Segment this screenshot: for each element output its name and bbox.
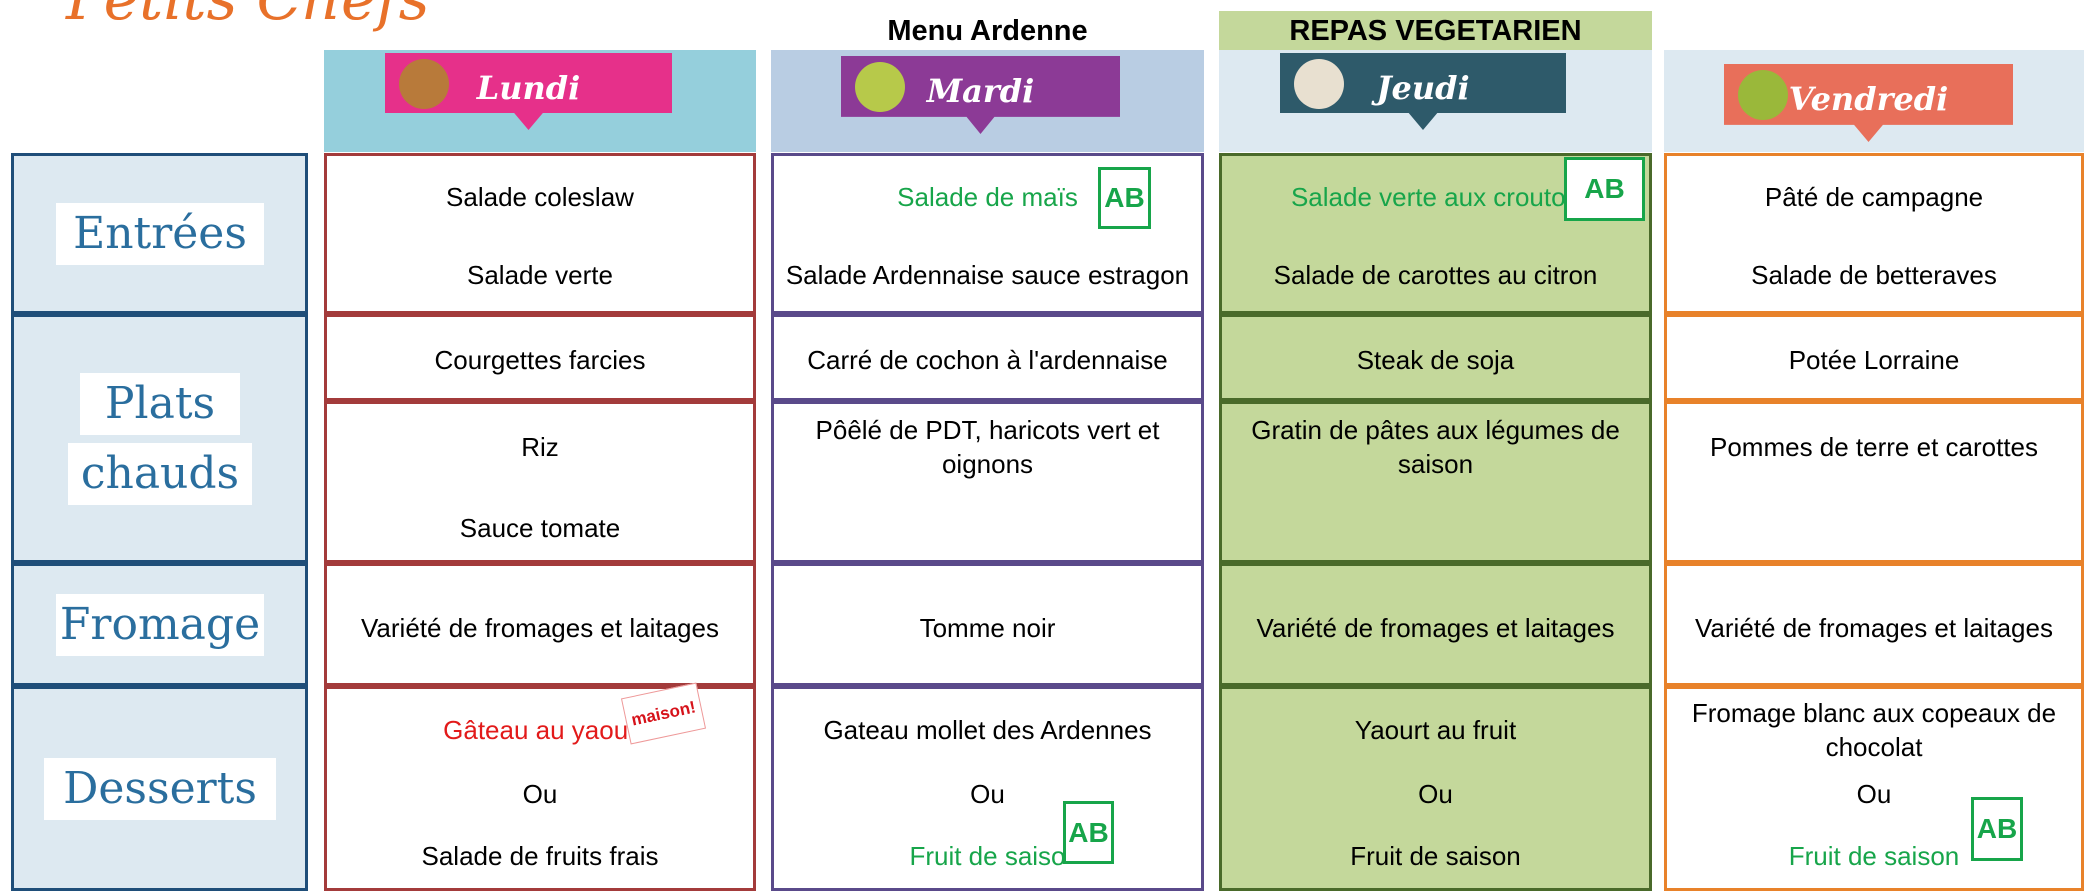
column-body: [1219, 153, 1652, 891]
menu-cell: Potée Lorraine: [1664, 314, 2084, 401]
menu-item: Gâteau au yaour: [443, 715, 637, 745]
menu-cell: Tomme noir: [771, 563, 1204, 686]
column-body: [1664, 153, 2084, 891]
menu-item: Salade Ardennaise sauce estragon: [785, 260, 1190, 290]
bio-logo: AB: [1971, 797, 2023, 861]
menu-cell: Riz Sauce tomate: [324, 401, 756, 563]
menu-item: Salade de maïs: [897, 182, 1078, 212]
menu-item: Courgettes farcies: [434, 345, 646, 375]
mascot: [399, 59, 449, 109]
menu-cell: Carré de cochon à l'ardennaise: [771, 314, 1204, 401]
section-label-cell: [11, 314, 308, 563]
menu-item: Fromage blanc aux copeaux de chocolat: [1691, 698, 2057, 762]
menu-item: Salade verte aux crouton: [1290, 182, 1581, 212]
mascot: [1738, 70, 1788, 120]
menu-item: Potée Lorraine: [1788, 345, 1960, 375]
section-label: Plats: [80, 372, 240, 435]
menu-item: Steak de soja: [1356, 345, 1515, 375]
menu-item: Ou: [1418, 779, 1453, 809]
menu-cell: Pôêlé de PDT, haricots vert et oignons: [771, 401, 1204, 563]
menu-cell: Gateau mollet des Ardennes Ou Fruit de sai…: [771, 686, 1204, 891]
bio-logo: AB: [1063, 801, 1114, 864]
menu-item: Pôêlé de PDT, haricots vert et oignons: [815, 415, 1160, 479]
section-label: Entrées: [56, 202, 264, 265]
menu-cell: Salade verte aux crouton Salade de carott…: [1219, 153, 1652, 314]
menu-cell: Salade de maïs Salade Ardennaise sauce es…: [771, 153, 1204, 314]
menu-note: Menu Ardenne: [887, 15, 1088, 47]
menu-cell: Variété de fromages et laitages: [1219, 563, 1652, 686]
section-label: Fromage: [56, 593, 264, 656]
menu-item: Tomme noir: [919, 613, 1056, 643]
menu-item: Salade coleslaw: [446, 182, 634, 212]
brand-title: Petits Chefs: [66, 0, 430, 34]
menu-item: Variété de fromages et laitages: [1256, 613, 1615, 643]
menu-cell: Gâteau au yaour Ou Salade de fruits frais: [324, 686, 756, 891]
section-label: chauds: [68, 442, 252, 505]
menu-item: Pâté de campagne: [1764, 182, 1984, 212]
menu-cell: Steak de soja: [1219, 314, 1652, 401]
mascot: [1294, 59, 1344, 109]
menu-item: Ou: [970, 779, 1005, 809]
menu-item: Fruit de saison: [1788, 841, 1960, 871]
bio-logo: AB: [1564, 157, 1645, 221]
menu-item: Salade verte: [467, 260, 613, 290]
bio-logo: AB: [1098, 167, 1151, 229]
menu-item: Variété de fromages et laitages: [361, 613, 719, 643]
section-label: Desserts: [44, 757, 276, 820]
menu-item: Ou: [522, 779, 558, 809]
menu-cell: Variété de fromages et laitages: [324, 563, 756, 686]
vegetarian-note: REPAS VEGETARIEN: [1219, 11, 1652, 50]
menu-item: Fruit de saiso: [909, 841, 1066, 871]
menu-item: Salade de carottes au citron: [1273, 260, 1598, 290]
menu-cell: Gratin de pâtes aux légumes de saison: [1219, 401, 1652, 563]
menu-item: Yaourt au fruit: [1354, 715, 1517, 745]
column-body: [771, 153, 1204, 891]
menu-item: Salade de fruits frais: [421, 841, 659, 871]
column-body: [324, 153, 756, 891]
menu-item: Variété de fromages et laitages: [1695, 613, 2053, 643]
menu-item: Ou: [1856, 779, 1892, 809]
menu-cell: Pommes de terre et carottes: [1664, 401, 2084, 563]
menu-cell: Salade coleslaw Salade verte: [324, 153, 756, 314]
menu-item: Sauce tomate: [459, 513, 621, 543]
menu-item: Gratin de pâtes aux légumes de saison: [1251, 415, 1620, 479]
mascot: [855, 62, 905, 112]
menu-cell: Yaourt au fruit Ou Fruit de saison: [1219, 686, 1652, 891]
menu-item: Fruit de saison: [1350, 841, 1521, 871]
menu-cell: Fromage blanc aux copeaux de chocolat Ou F…: [1664, 686, 2084, 891]
menu-cell: Courgettes farcies: [324, 314, 756, 401]
menu-item: Pommes de terre et carottes: [1709, 432, 2039, 462]
menu-cell: Pâté de campagne Salade de betteraves: [1664, 153, 2084, 314]
menu-item: Riz: [521, 432, 559, 462]
menu-cell: Variété de fromages et laitages: [1664, 563, 2084, 686]
menu-item: Gateau mollet des Ardennes: [823, 715, 1152, 745]
menu-item: Salade de betteraves: [1751, 260, 1997, 290]
menu-item: Carré de cochon à l'ardennaise: [807, 345, 1168, 375]
